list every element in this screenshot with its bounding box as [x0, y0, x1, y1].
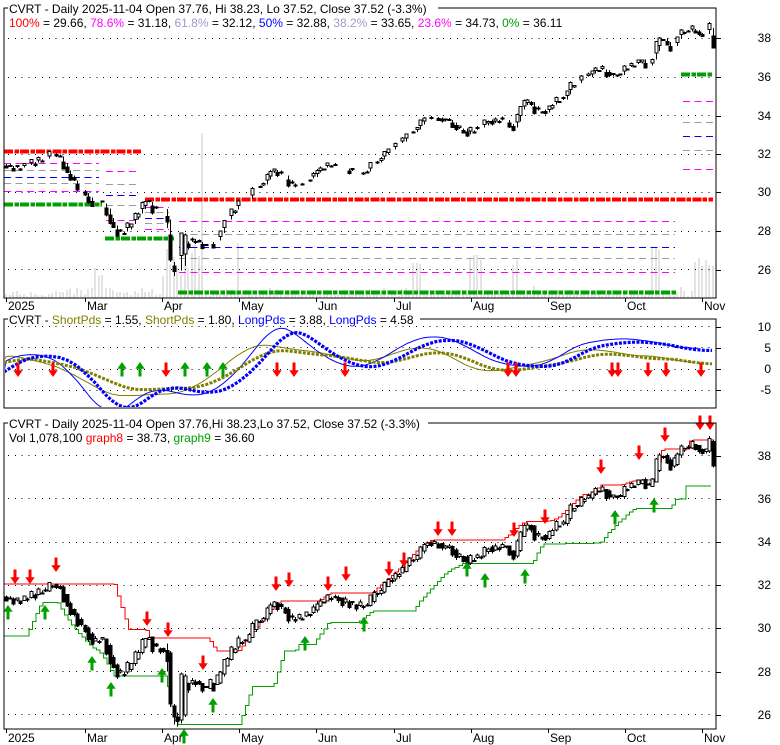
- svg-text:28: 28: [758, 224, 772, 238]
- svg-text:26: 26: [758, 263, 772, 277]
- svg-text:CVRT - ShortPds = 1.55, ShortP: CVRT - ShortPds = 1.55, ShortPds = 1.80,…: [9, 313, 414, 327]
- svg-text:38: 38: [758, 31, 772, 45]
- svg-text:2025: 2025: [8, 731, 35, 745]
- svg-text:100% = 29.66, 78.6% = 31.18, 6: 100% = 29.66, 78.6% = 31.18, 61.8% = 32.…: [9, 16, 563, 30]
- svg-text:CVRT - Daily 2025-11-04 Open 3: CVRT - Daily 2025-11-04 Open 37.76, Hi 3…: [9, 2, 427, 16]
- svg-text:26: 26: [758, 708, 772, 722]
- svg-text:Jul: Jul: [396, 731, 411, 745]
- svg-text:32: 32: [758, 578, 772, 592]
- svg-text:Aug: Aug: [473, 731, 494, 745]
- svg-text:Sep: Sep: [550, 299, 572, 313]
- svg-text:2025: 2025: [8, 299, 35, 313]
- svg-text:CVRT - Daily 2025-11-04 Open 3: CVRT - Daily 2025-11-04 Open 37.76,Hi 38…: [9, 417, 420, 431]
- svg-text:34: 34: [758, 109, 772, 123]
- svg-text:May: May: [241, 731, 264, 745]
- svg-text:Jul: Jul: [396, 299, 411, 313]
- svg-text:30: 30: [758, 621, 772, 635]
- svg-text:-5: -5: [760, 383, 771, 397]
- svg-text:34: 34: [758, 535, 772, 549]
- svg-text:30: 30: [758, 185, 772, 199]
- svg-text:10: 10: [758, 320, 772, 334]
- svg-text:Jun: Jun: [318, 299, 337, 313]
- svg-text:36: 36: [758, 70, 772, 84]
- svg-text:Jun: Jun: [318, 731, 337, 745]
- svg-text:Apr: Apr: [164, 299, 183, 313]
- svg-text:5: 5: [764, 341, 771, 355]
- svg-text:38: 38: [758, 449, 772, 463]
- svg-text:36: 36: [758, 492, 772, 506]
- svg-text:Mar: Mar: [87, 731, 108, 745]
- svg-text:Nov: Nov: [704, 731, 725, 745]
- svg-text:Sep: Sep: [550, 731, 572, 745]
- svg-text:28: 28: [758, 665, 772, 679]
- svg-text:Oct: Oct: [627, 299, 646, 313]
- svg-text:Nov: Nov: [704, 299, 725, 313]
- svg-text:Aug: Aug: [473, 299, 494, 313]
- svg-text:May: May: [241, 299, 264, 313]
- svg-text:Oct: Oct: [627, 731, 646, 745]
- svg-text:0: 0: [764, 362, 771, 376]
- svg-text:Vol 1,078,100 graph8 = 38.73,: Vol 1,078,100 graph8 = 38.73, graph9 = 3…: [9, 431, 255, 445]
- svg-text:Mar: Mar: [87, 299, 108, 313]
- svg-text:32: 32: [758, 147, 772, 161]
- svg-text:Apr: Apr: [164, 731, 183, 745]
